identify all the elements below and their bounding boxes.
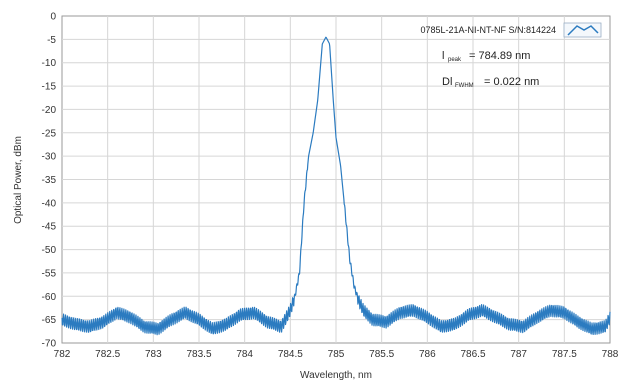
y-tick-label: -35 <box>42 175 57 186</box>
annotation-fwhm-symbol: Dl <box>442 76 452 88</box>
series-line <box>61 36 611 336</box>
y-tick-label: -10 <box>42 58 57 69</box>
annotation-peak-symbol: l <box>442 50 444 62</box>
annotation-fwhm: Dl FWHM = 0.022 nm <box>442 76 539 89</box>
x-tick-label: 787 <box>510 349 527 360</box>
x-tick-label: 784.5 <box>278 349 303 360</box>
x-tick-label: 783.5 <box>186 349 211 360</box>
y-tick-label: -65 <box>42 315 57 326</box>
y-axis-label: Optical Power, dBm <box>13 136 24 224</box>
axis-ticks: 782 782.5 783 783.5 784 784.5 785 785.5 786 786.5… <box>42 12 619 361</box>
annotation-peak: l peak = 784.89 nm <box>442 50 530 63</box>
x-tick-label: 784 <box>236 349 253 360</box>
y-tick-label: -70 <box>42 339 57 350</box>
x-tick-label: 783 <box>145 349 162 360</box>
y-tick-label: -50 <box>42 245 57 256</box>
y-tick-label: -40 <box>42 198 57 209</box>
x-tick-label: 782 <box>54 349 71 360</box>
y-tick-label: -55 <box>42 268 57 279</box>
y-tick-label: -45 <box>42 222 57 233</box>
y-tick-label: -25 <box>42 128 57 139</box>
annotation-fwhm-subscript: FWHM <box>455 83 474 89</box>
legend-series-name: 0785L-21A-NI-NT-NF S/N:814224 <box>420 25 556 35</box>
y-tick-label: -5 <box>47 35 56 46</box>
x-tick-label: 788 <box>602 349 619 360</box>
y-tick-label: -20 <box>42 105 57 116</box>
x-axis-label: Wavelength, nm <box>300 370 372 381</box>
x-tick-label: 786.5 <box>460 349 485 360</box>
series-layer <box>61 36 611 336</box>
y-tick-label: -15 <box>42 82 57 93</box>
y-tick-label: -60 <box>42 292 57 303</box>
annotation-peak-value: = 784.89 nm <box>469 50 530 62</box>
annotation-peak-subscript: peak <box>448 57 462 63</box>
y-tick-label: 0 <box>50 12 56 23</box>
legend-swatch-line <box>567 25 599 36</box>
x-tick-label: 785 <box>328 349 345 360</box>
legend: 0785L-21A-NI-NT-NF S/N:814224 <box>420 22 602 38</box>
x-tick-label: 782.5 <box>95 349 120 360</box>
x-tick-label: 785.5 <box>369 349 394 360</box>
x-tick-label: 787.5 <box>552 349 577 360</box>
grid <box>62 16 610 343</box>
y-tick-label: -30 <box>42 152 57 163</box>
x-tick-label: 786 <box>419 349 436 360</box>
annotation-fwhm-value: = 0.022 nm <box>484 76 539 88</box>
